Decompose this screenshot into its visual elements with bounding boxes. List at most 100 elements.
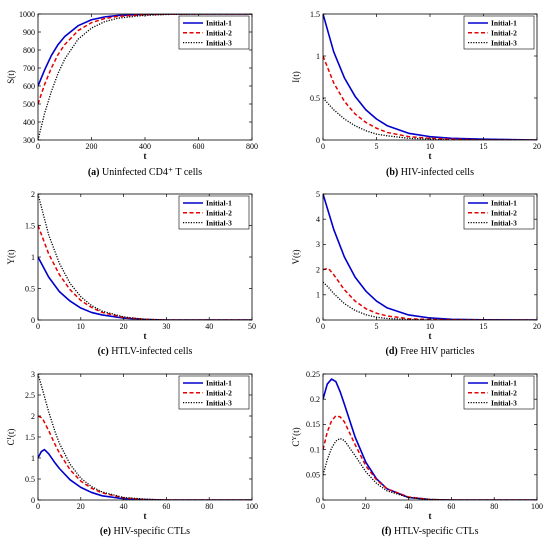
y-axis-label: S(t): [6, 70, 16, 84]
legend-label: Initial-2: [206, 389, 232, 398]
x-tick-label: 80: [205, 502, 213, 511]
y-tick-label: 0.15: [306, 420, 320, 429]
x-axis-label: t: [429, 151, 432, 161]
series-line-initial-1: [38, 256, 252, 320]
series-line-initial-2: [38, 14, 252, 105]
y-tick-label: 600: [23, 82, 35, 91]
x-tick-label: 15: [480, 322, 488, 331]
legend-label: Initial-3: [491, 218, 517, 227]
y-tick-label: 4: [316, 215, 320, 224]
y-tick-label: 0.5: [25, 475, 35, 484]
legend-label: Initial-3: [206, 218, 232, 227]
y-tick-label: 1.5: [25, 221, 35, 230]
x-tick-label: 50: [248, 322, 256, 331]
legend-label: Initial-1: [491, 19, 517, 28]
y-tick-label: 400: [23, 118, 35, 127]
x-axis-label: t: [429, 331, 432, 341]
x-tick-label: 60: [447, 502, 455, 511]
y-axis-label: Y(t): [6, 250, 16, 265]
x-tick-label: 5: [375, 322, 379, 331]
y-tick-label: 1: [31, 253, 35, 262]
panel-caption: (c) HTLV-infected cells: [98, 346, 193, 357]
chart-panel: 0 20 40 60 80 100 0 0.05 0.1 0.15 0.2 0.25 t CY(t) Ini…: [291, 370, 543, 537]
chart-panel: 0 200 400 600 800 300 400 500 600 700 800 900 1000 t S…: [6, 10, 258, 178]
series-group: [323, 194, 537, 320]
y-tick-label: 700: [23, 64, 35, 73]
y-tick-label: 0: [316, 316, 320, 325]
x-tick-label: 100: [246, 502, 258, 511]
legend-label: Initial-2: [206, 209, 232, 218]
y-tick-label: 0.1: [310, 445, 320, 454]
x-tick-label: 400: [139, 142, 151, 151]
series-line-initial-2: [323, 415, 537, 500]
x-tick-label: 60: [162, 502, 170, 511]
x-tick-label: 600: [193, 142, 205, 151]
panel-caption: (a) Uninfected CD4⁺ T cells: [88, 167, 202, 178]
y-axis-label: CY(t): [291, 427, 301, 446]
y-tick-label: 1: [316, 291, 320, 300]
y-axis-label: V(t): [291, 250, 301, 265]
legend-label: Initial-1: [206, 199, 232, 208]
y-tick-label: 800: [23, 46, 35, 55]
panel-caption: (f) HTLV-specific CTLs: [381, 526, 478, 537]
y-tick-label: 0: [31, 316, 35, 325]
x-tick-label: 0: [321, 502, 325, 511]
series-line-initial-2: [323, 55, 537, 140]
series-group: [38, 374, 252, 500]
x-tick-label: 20: [77, 502, 85, 511]
y-tick-label: 3: [31, 370, 35, 379]
x-tick-label: 5: [375, 142, 379, 151]
legend-label: Initial-1: [206, 379, 232, 388]
x-tick-label: 200: [86, 142, 98, 151]
series-line-initial-2: [38, 225, 252, 320]
y-tick-label: 0.05: [306, 471, 320, 480]
series-group: [38, 194, 252, 320]
series-line-initial-3: [323, 97, 537, 140]
x-tick-label: 0: [36, 502, 40, 511]
series-line-initial-2: [323, 267, 537, 320]
y-axis-label: I(t): [291, 71, 301, 83]
y-tick-label: 300: [23, 136, 35, 145]
legend-label: Initial-1: [491, 199, 517, 208]
legend-label: Initial-1: [491, 379, 517, 388]
x-axis-label: t: [144, 331, 147, 341]
legend-label: Initial-1: [206, 19, 232, 28]
y-tick-label: 0.5: [25, 284, 35, 293]
x-tick-label: 0: [36, 322, 40, 331]
series-line-initial-1: [323, 14, 537, 140]
x-tick-label: 15: [480, 142, 488, 151]
panel-caption: (b) HIV-infected cells: [386, 167, 474, 178]
y-tick-label: 1.5: [310, 10, 320, 19]
y-tick-label: 1: [31, 454, 35, 463]
x-tick-label: 80: [490, 502, 498, 511]
legend-label: Initial-2: [491, 389, 517, 398]
x-tick-label: 20: [533, 142, 541, 151]
panel-caption: (d) Free HIV particles: [386, 346, 475, 357]
series-line-initial-1: [38, 14, 252, 87]
series-group: [323, 378, 537, 500]
x-tick-label: 0: [321, 142, 325, 151]
y-tick-label: 2: [316, 265, 320, 274]
x-tick-label: 0: [321, 322, 325, 331]
y-tick-label: 0: [316, 136, 320, 145]
y-axis-label: CI(t): [6, 429, 16, 446]
legend-label: Initial-3: [491, 38, 517, 47]
y-tick-label: 0.5: [310, 94, 320, 103]
x-tick-label: 40: [205, 322, 213, 331]
legend-label: Initial-3: [491, 398, 517, 407]
chart-panel: 0 10 20 30 40 5000.511.52tY(t)Initial-1Initia…: [6, 190, 256, 357]
x-tick-label: 20: [120, 322, 128, 331]
y-tick-label: 0.2: [310, 395, 320, 404]
x-tick-label: 20: [362, 502, 370, 511]
y-tick-label: 1.5: [25, 433, 35, 442]
legend-label: Initial-2: [491, 29, 517, 38]
y-tick-label: 1000: [19, 10, 35, 19]
series-line-initial-3: [38, 374, 252, 500]
series-group: [323, 14, 537, 140]
x-tick-label: 10: [426, 322, 434, 331]
y-tick-label: 2: [31, 412, 35, 421]
